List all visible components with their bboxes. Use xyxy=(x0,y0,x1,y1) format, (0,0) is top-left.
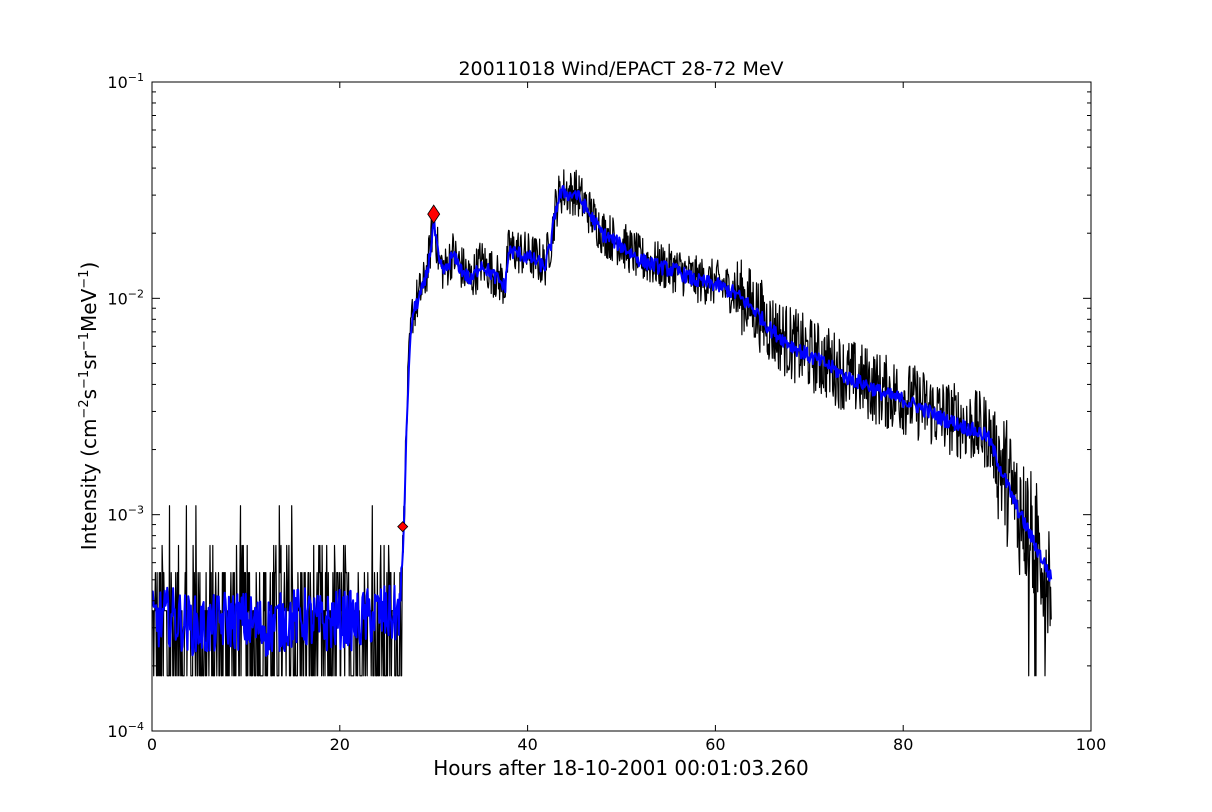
x-tick-label: 40 xyxy=(517,735,537,754)
y-tick-label: 10−3 xyxy=(107,504,144,525)
y-tick-label: 10−2 xyxy=(107,287,144,308)
series-layer xyxy=(152,169,1053,677)
plot-area xyxy=(151,81,1092,732)
x-tick-label: 0 xyxy=(147,735,157,754)
tick-layer: 0 20 40 60 80 100 10−4 10−3 10−2 10−1 xyxy=(107,71,1106,754)
x-axis-label: Hours after 18-10-2001 00:01:03.260 xyxy=(433,756,809,780)
onset-marker xyxy=(397,521,409,533)
plot-frame xyxy=(151,81,1092,732)
peak-marker xyxy=(427,204,441,224)
y-tick-label: 10−1 xyxy=(107,71,144,92)
smoothed-intensity-series xyxy=(152,185,1053,657)
x-tick-label: 80 xyxy=(893,735,913,754)
x-tick-label: 60 xyxy=(705,735,725,754)
chart-title: 20011018 Wind/EPACT 28-72 MeV xyxy=(458,58,783,80)
marker-layer xyxy=(397,204,441,533)
y-tick-label: 10−4 xyxy=(107,720,144,741)
x-tick-label: 20 xyxy=(330,735,350,754)
y-axis-label: Intensity (cm−2s−1sr−1MeV−1) xyxy=(77,262,101,551)
x-tick-label: 100 xyxy=(1076,735,1107,754)
raw-intensity-series xyxy=(152,169,1052,677)
